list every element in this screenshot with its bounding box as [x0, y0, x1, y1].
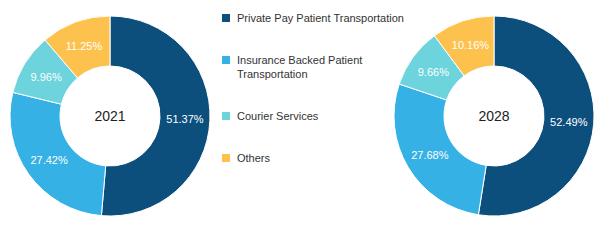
slice — [394, 84, 486, 215]
legend: Private Pay Patient Transportation Insura… — [222, 12, 404, 164]
legend-label: Others — [237, 152, 271, 164]
donut — [394, 16, 594, 216]
data-label: 11.25% — [66, 40, 103, 52]
legend-line: Insurance Backed Patient — [237, 54, 362, 66]
donut — [10, 16, 210, 216]
legend-line: Transportation — [237, 68, 308, 80]
legend-label: Insurance Backed Patient Transportation — [237, 54, 362, 80]
center-label: 2028 — [478, 108, 509, 124]
chart: 51.37% 27.42% 9.96% 11.25% 2021 52.49% 27.68% 9… — [0, 0, 597, 233]
data-label: 9.66% — [418, 66, 449, 78]
slice — [45, 16, 110, 78]
data-label: 51.37% — [166, 113, 204, 125]
slice — [10, 92, 106, 215]
legend-label: Private Pay Patient Transportation — [237, 12, 404, 24]
legend-swatch — [222, 14, 230, 22]
legend-swatch — [222, 56, 230, 64]
legend-label: Courier Services — [237, 110, 319, 122]
data-label: 9.96% — [30, 71, 61, 83]
data-label: 27.68% — [411, 149, 449, 161]
data-label: 27.42% — [30, 154, 68, 166]
center-label: 2021 — [94, 108, 125, 124]
legend-swatch — [222, 154, 230, 162]
legend-line: Private Pay Patient Transportation — [237, 12, 404, 24]
legend-swatch — [222, 112, 230, 120]
data-label: 52.49% — [550, 116, 588, 128]
data-label: 10.16% — [452, 39, 490, 51]
legend-line: Courier Services — [237, 110, 319, 122]
legend-line: Others — [237, 152, 271, 164]
slice — [478, 16, 594, 216]
